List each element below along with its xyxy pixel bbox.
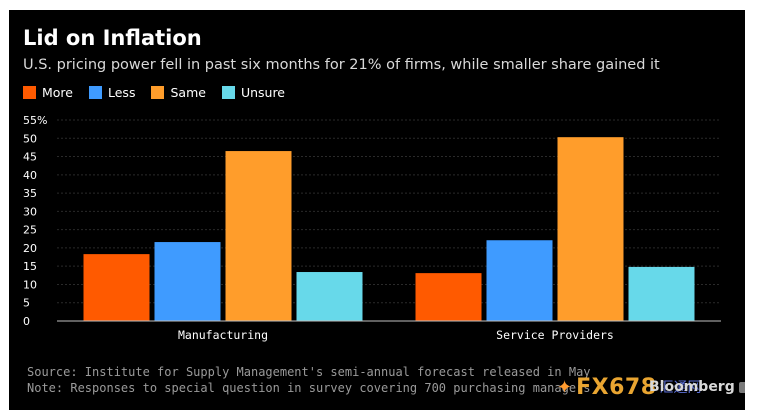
category-label: Service Providers — [496, 328, 614, 342]
fx678-watermark-cn: 汇通网 — [659, 380, 702, 396]
chart-panel: Lid on Inflation U.S. pricing power fell… — [9, 10, 745, 410]
bloomberg-brand: Bloomberg — [649, 379, 745, 395]
y-tick-label: 40 — [23, 169, 37, 182]
bloomberg-brand-text: Bloomberg — [649, 379, 735, 395]
legend-swatch-same — [151, 85, 165, 99]
bloomberg-logo-icon — [738, 381, 745, 393]
bar-unsure — [296, 272, 363, 321]
survey-note: Note: Responses to special question in s… — [27, 381, 591, 395]
bar-same — [557, 137, 624, 321]
y-tick-label: 50 — [23, 132, 37, 145]
y-tick-label: 5 — [23, 297, 30, 310]
legend-swatch-unsure — [221, 85, 235, 99]
legend-item-less: Less — [89, 85, 135, 100]
legend-item-same: Same — [151, 84, 206, 100]
category-label: Manufacturing — [178, 328, 268, 342]
legend-item-more: More — [23, 85, 73, 100]
bar-less — [486, 240, 553, 321]
y-tick-label: 30 — [23, 205, 37, 218]
fx678-logo-icon: ✦ — [557, 376, 573, 398]
legend-label-unsure: Unsure — [240, 84, 285, 100]
y-tick-label: 20 — [23, 242, 37, 255]
bar-more — [83, 254, 150, 321]
y-tick-label: 35 — [23, 187, 37, 200]
y-tick-label: 45 — [23, 151, 37, 164]
legend: More Less Same Unsure — [23, 84, 301, 100]
legend-item-unsure: Unsure — [221, 84, 285, 100]
y-tick-label: 55% — [23, 114, 47, 127]
legend-label-more: More — [42, 84, 73, 100]
source-note: Source: Institute for Supply Management'… — [27, 365, 591, 379]
fx678-watermark: ✦ FX678 汇通网 — [557, 372, 702, 402]
bar-less — [154, 242, 221, 321]
legend-swatch-less — [89, 85, 102, 99]
fx678-watermark-text: FX678 — [576, 374, 657, 400]
y-tick-label: 10 — [23, 278, 37, 291]
legend-label-same: Same — [170, 84, 206, 100]
y-tick-label: 0 — [23, 315, 30, 328]
legend-label-less: Less — [108, 84, 136, 100]
bar-more — [415, 273, 482, 321]
y-tick-label: 25 — [23, 224, 37, 237]
legend-swatch-more — [23, 85, 36, 99]
chart-title: Lid on Inflation — [23, 26, 202, 50]
bar-chart: 0 5 10 15 20 25 30 35 40 45 50 55% Manufacturing Serv… — [23, 114, 721, 342]
bar-same — [225, 151, 292, 321]
bar-unsure — [628, 266, 695, 321]
chart-subtitle: U.S. pricing power fell in past six mont… — [23, 57, 660, 73]
y-tick-label: 15 — [23, 260, 37, 273]
